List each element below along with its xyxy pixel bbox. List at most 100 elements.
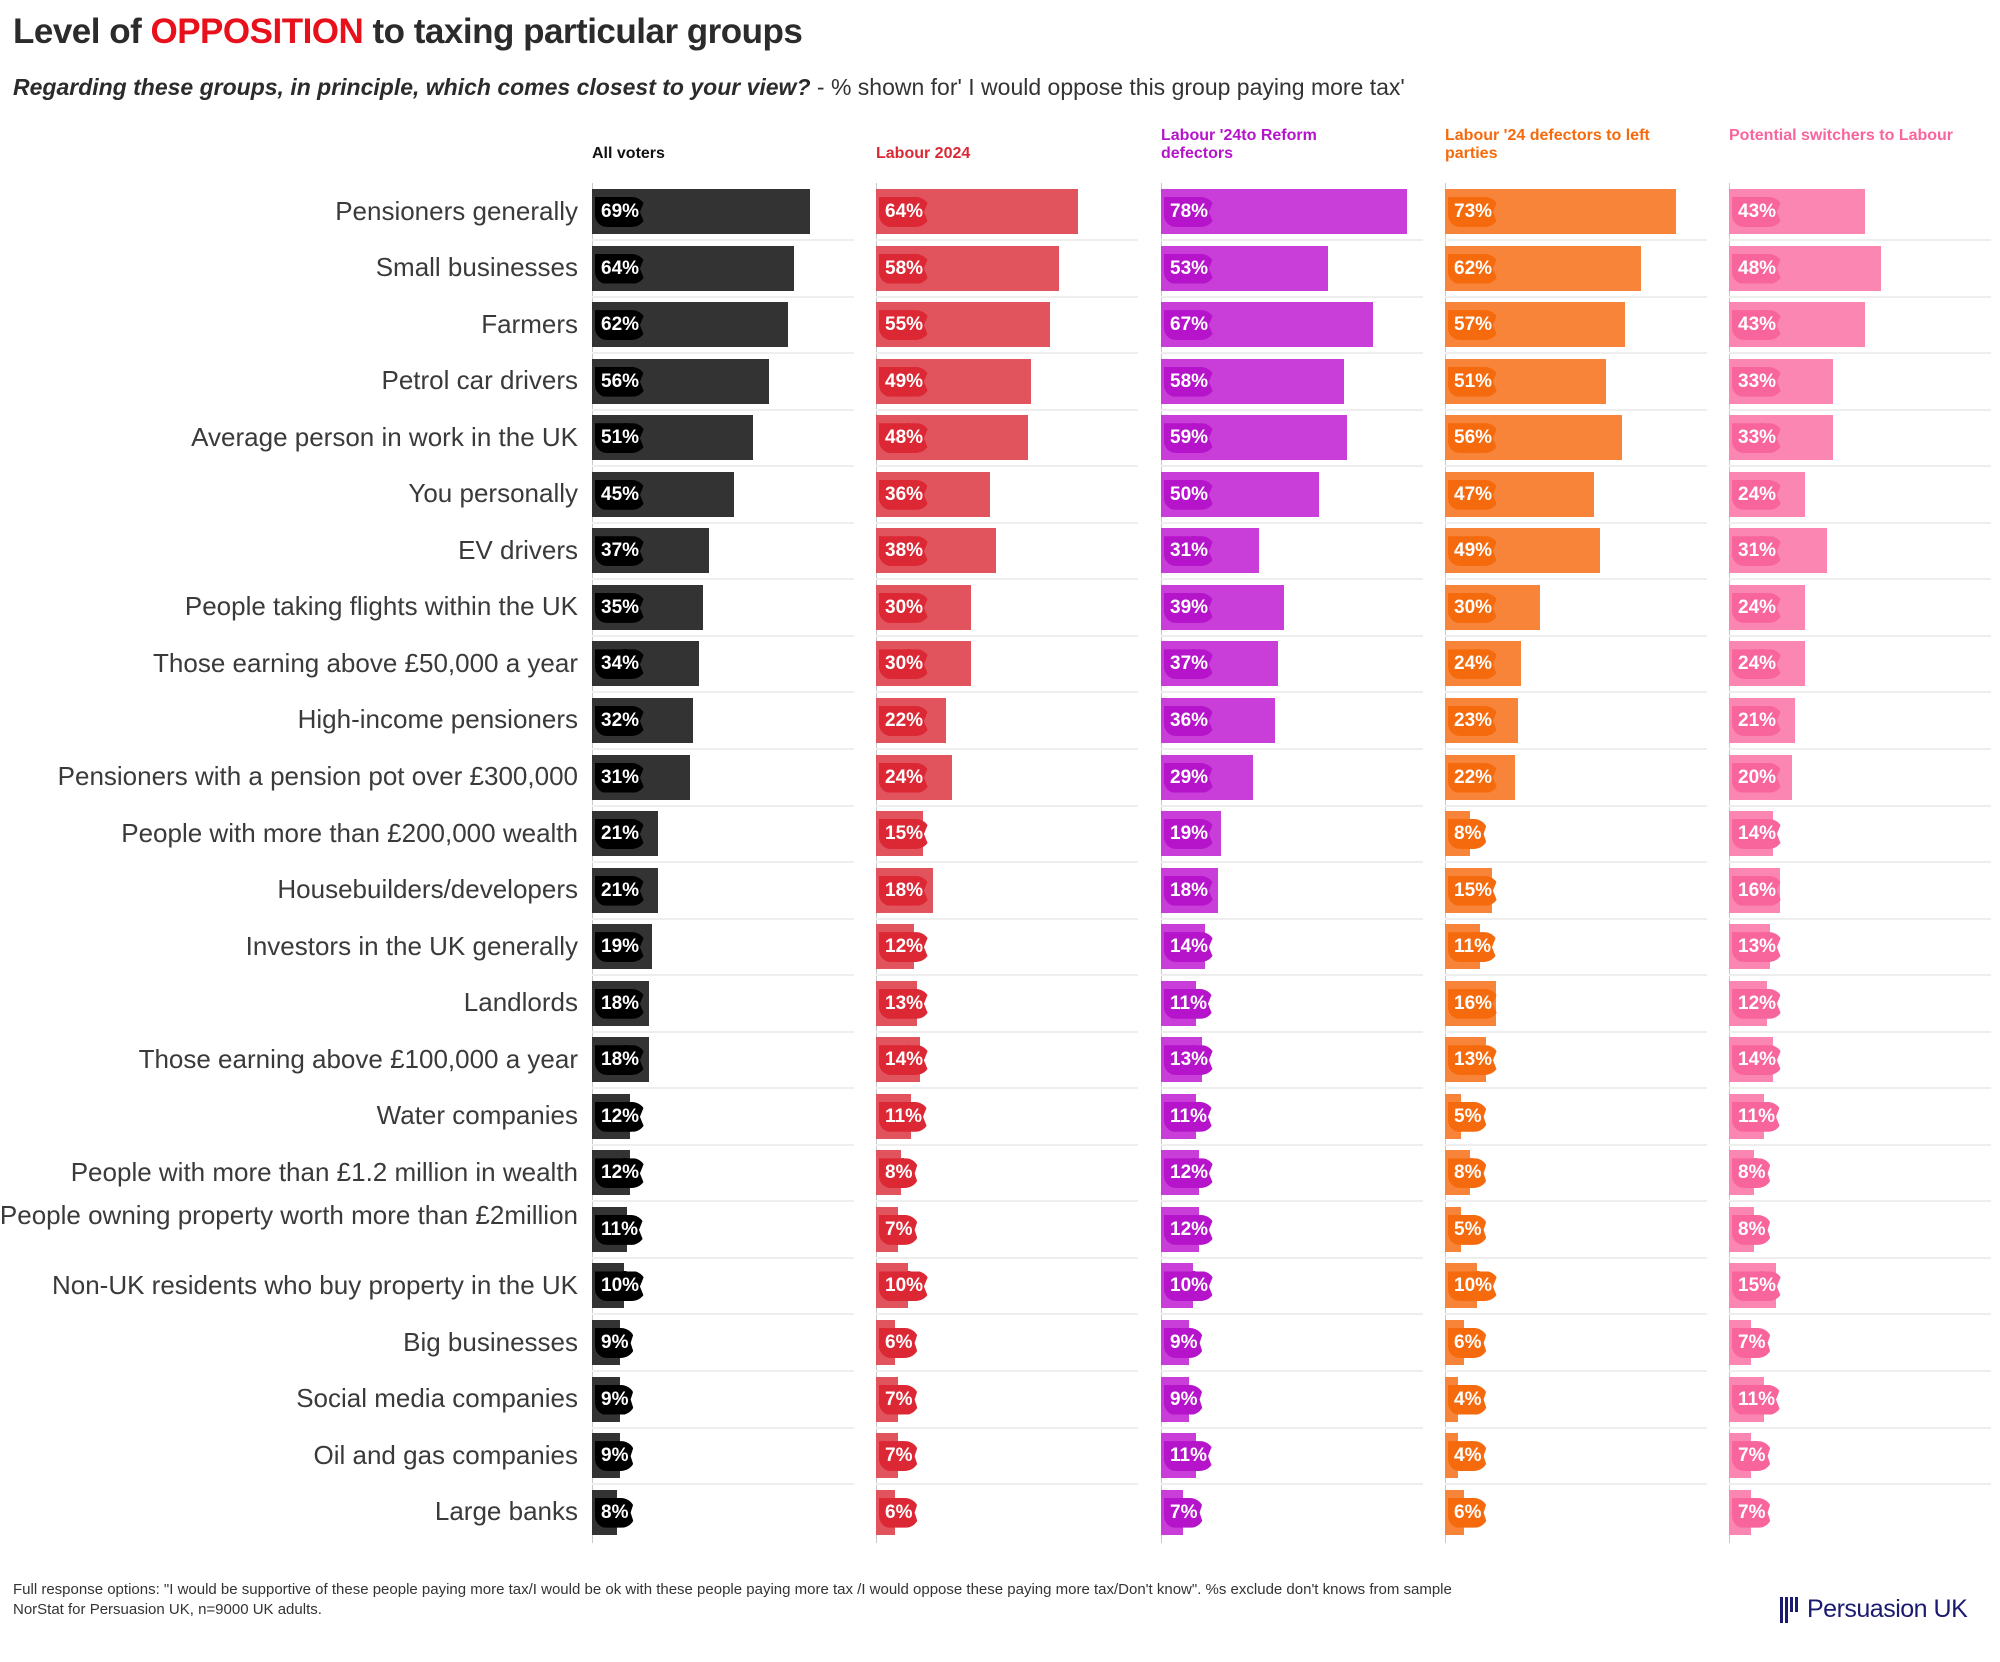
title-suffix: to taxing particular groups — [363, 12, 803, 51]
row-gridline — [1445, 1143, 1707, 1146]
row-gridline — [592, 861, 854, 864]
subtitle-question: Regarding these groups, in principle, wh… — [13, 74, 811, 100]
row-gridline — [592, 747, 854, 750]
row-gridline — [592, 1256, 854, 1259]
data-label: 8% — [1448, 1158, 1489, 1189]
data-label: 7% — [879, 1441, 920, 1472]
row-gridline — [1445, 295, 1707, 298]
data-label: 24% — [1732, 479, 1784, 510]
data-label: 12% — [1164, 1214, 1216, 1245]
series-header: Labour '24to Reform defectors — [1161, 127, 1317, 162]
data-label: 57% — [1448, 310, 1500, 341]
data-label: 49% — [879, 366, 931, 397]
data-label: 20% — [1732, 762, 1784, 793]
data-label: 8% — [879, 1158, 920, 1189]
data-label: 11% — [1732, 1384, 1782, 1415]
row-gridline — [1729, 408, 1991, 411]
data-label: 19% — [1164, 819, 1216, 850]
data-label: 73% — [1448, 197, 1500, 227]
data-label: 14% — [1164, 932, 1216, 963]
row-gridline — [876, 917, 1138, 920]
category-label: High-income pensioners — [297, 704, 578, 735]
data-label: 9% — [1164, 1328, 1205, 1358]
chart-title: Level of OPPOSITION to taxing particular… — [13, 12, 803, 52]
category-label: People with more than £1.2 million in we… — [70, 1156, 578, 1187]
row-gridline — [592, 1370, 854, 1372]
row-gridline — [1445, 861, 1707, 864]
row-gridline — [1729, 1370, 1991, 1372]
row-gridline — [592, 1483, 854, 1486]
data-label: 22% — [879, 705, 931, 736]
data-label: 18% — [595, 988, 647, 1019]
data-label: 37% — [595, 536, 647, 567]
row-gridline — [876, 295, 1138, 298]
category-label: Social media companies — [296, 1383, 578, 1414]
row-gridline — [1729, 295, 1991, 298]
data-label: 33% — [1732, 423, 1784, 454]
series-axis-line — [1161, 183, 1162, 1544]
row-gridline — [1161, 747, 1423, 750]
row-gridline — [1445, 1200, 1707, 1203]
row-gridline — [592, 408, 854, 411]
row-gridline — [1161, 1426, 1423, 1429]
category-label: Investors in the UK generally — [245, 930, 578, 961]
row-gridline — [876, 1256, 1138, 1259]
row-gridline — [1161, 804, 1423, 807]
row-gridline — [876, 1313, 1138, 1316]
data-label: 47% — [1448, 479, 1500, 510]
category-label: EV drivers — [458, 534, 578, 565]
data-label: 10% — [1448, 1271, 1500, 1302]
data-label: 11% — [1164, 1441, 1214, 1472]
footer-note: Full response options: "I would be suppo… — [13, 1580, 1733, 1620]
data-label: 9% — [595, 1384, 636, 1415]
series-axis-line — [1729, 183, 1730, 1544]
data-label: 24% — [1732, 649, 1784, 680]
row-gridline — [876, 1143, 1138, 1146]
row-gridline — [592, 1426, 854, 1429]
footer-response-options: Full response options: "I would be suppo… — [13, 1581, 1452, 1598]
data-label: 21% — [1732, 705, 1784, 736]
row-gridline — [1161, 1030, 1423, 1033]
row-gridline — [592, 352, 854, 355]
row-gridline — [1729, 917, 1991, 920]
row-gridline — [1445, 1483, 1707, 1486]
row-gridline — [876, 408, 1138, 411]
data-label: 50% — [1164, 479, 1216, 510]
series-header: Labour '24 defectors to left parties — [1445, 127, 1650, 162]
row-gridline — [876, 974, 1138, 977]
data-label: 9% — [595, 1328, 636, 1358]
data-label: 36% — [1164, 705, 1216, 736]
row-gridline — [1445, 917, 1707, 920]
row-gridline — [1729, 804, 1991, 807]
data-label: 11% — [1732, 1101, 1782, 1132]
row-gridline — [592, 974, 854, 977]
row-gridline — [592, 804, 854, 807]
row-gridline — [876, 521, 1138, 524]
logo-bars-icon — [1780, 1596, 1800, 1623]
category-label: Those earning above £50,000 a year — [153, 647, 578, 678]
category-label: Large banks — [434, 1496, 578, 1527]
data-label: 8% — [1732, 1158, 1773, 1189]
row-gridline — [1729, 1313, 1991, 1316]
category-label: Housebuilders/developers — [277, 874, 578, 905]
category-label: Big businesses — [403, 1326, 578, 1357]
data-label: 64% — [595, 253, 647, 284]
data-label: 58% — [879, 253, 931, 284]
data-label: 31% — [1732, 536, 1784, 567]
data-label: 7% — [879, 1214, 920, 1245]
row-gridline — [1445, 691, 1707, 694]
series-header: Potential switchers to Labour — [1729, 127, 1954, 144]
category-label: Water companies — [376, 1100, 578, 1131]
category-label: Pensioners generally — [335, 195, 578, 226]
data-label: 62% — [595, 310, 647, 341]
row-gridline — [1161, 634, 1423, 637]
data-label: 58% — [1164, 366, 1216, 397]
data-label: 51% — [595, 423, 647, 454]
row-gridline — [1729, 352, 1991, 355]
row-gridline — [876, 747, 1138, 750]
series-header: Labour 2024 — [876, 145, 971, 162]
row-gridline — [592, 1313, 854, 1316]
row-gridline — [1445, 974, 1707, 977]
series-axis-line — [592, 183, 593, 1544]
data-label: 38% — [879, 536, 931, 567]
